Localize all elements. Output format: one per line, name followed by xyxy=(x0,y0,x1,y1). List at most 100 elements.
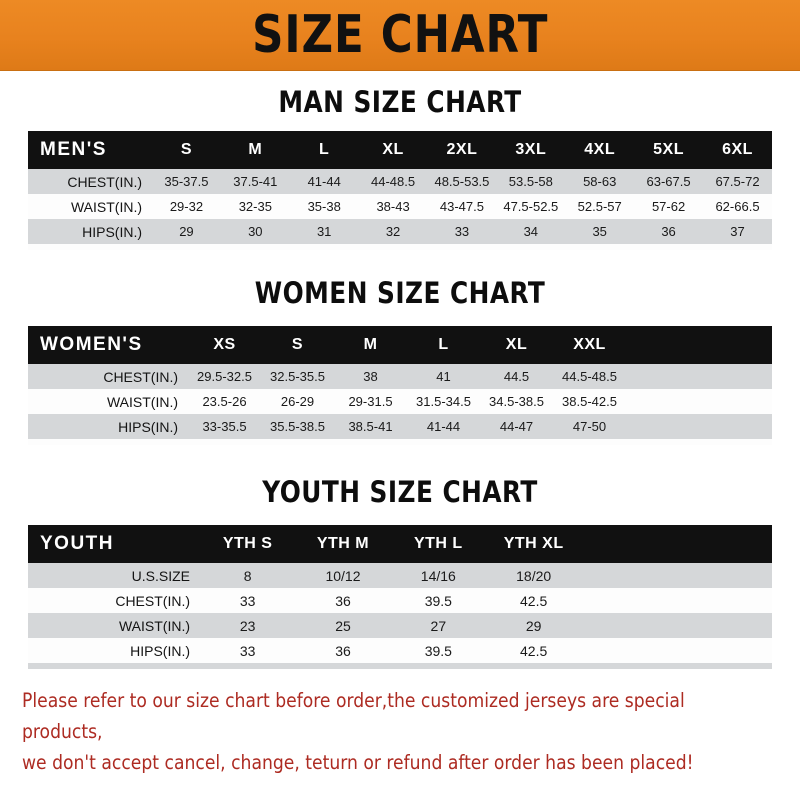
men-cell-0-8: 67.5-72 xyxy=(715,174,760,189)
youth-cell-2-0: 23 xyxy=(239,617,256,634)
table-row: CHEST(IN.) 35-37.5 37.5-41 41-44 44-48.5 48.5… xyxy=(28,169,772,194)
men-cell-1-8: 62-66.5 xyxy=(715,199,760,214)
women-cell-filler xyxy=(626,414,699,439)
youth-cell-2-1: 25 xyxy=(335,617,351,634)
youth-cell-1-3: 42.5 xyxy=(520,592,548,609)
women-header-filler xyxy=(699,326,772,364)
table-row: CHEST(IN.) 29.5-32.5 32.5-35.5 38 41 44.5 44.5… xyxy=(28,364,772,389)
men-cell-0-3: 44-48.5 xyxy=(371,174,416,189)
men-section-title: MAN SIZE CHART xyxy=(278,85,522,119)
men-size-header-7: 5XL xyxy=(653,141,684,158)
table-row: WAIST(IN.) 23 25 27 29 xyxy=(28,613,772,638)
youth-row-label-1: CHEST(IN.) xyxy=(115,592,190,609)
men-cell-0-1: 37.5-41 xyxy=(233,174,278,189)
women-cell-1-0: 23.5-26 xyxy=(202,394,247,409)
men-header-row: MEN'S S M L XL 2XL 3XL 4XL 5XL 6XL xyxy=(28,131,772,169)
women-cell-0-1: 32.5-35.5 xyxy=(270,369,325,384)
youth-cell-filler xyxy=(581,588,676,613)
women-size-table: WOMEN'S XS S M L XL XXL CHEST(IN.) 29.5-32.5 32.5… xyxy=(28,326,772,445)
youth-size-header-3: YTH XL xyxy=(503,535,564,552)
women-cell-1-5: 38.5-42.5 xyxy=(562,394,617,409)
women-cell-2-5: 47-50 xyxy=(572,419,607,434)
men-row-label-0: CHEST(IN.) xyxy=(67,173,142,190)
women-size-header-0: XS xyxy=(213,336,236,353)
men-cell-2-8: 37 xyxy=(730,224,745,239)
page-title: SIZE CHART xyxy=(251,5,549,65)
women-cell-filler xyxy=(699,414,772,439)
women-cell-2-2: 38.5-41 xyxy=(348,419,393,434)
youth-size-header-2: YTH L xyxy=(413,535,463,552)
men-table-bottom-strip xyxy=(28,244,772,250)
table-row: U.S.SIZE 8 10/12 14/16 18/20 xyxy=(28,563,772,588)
youth-cell-filler xyxy=(677,563,772,588)
women-cell-filler xyxy=(626,389,699,414)
men-row-label-header: MEN'S xyxy=(40,139,107,160)
men-cell-2-0: 29 xyxy=(179,224,194,239)
women-header-filler xyxy=(626,326,699,364)
men-cell-1-0: 29-32 xyxy=(169,199,204,214)
women-cell-0-4: 44.5 xyxy=(503,369,530,384)
women-cell-2-1: 35.5-38.5 xyxy=(270,419,325,434)
youth-row-label-2: WAIST(IN.) xyxy=(118,617,190,634)
youth-section-title: YOUTH SIZE CHART xyxy=(262,475,538,509)
men-cell-0-5: 53.5-58 xyxy=(508,174,553,189)
footer-line-2: we don't accept cancel, change, teturn o… xyxy=(22,751,694,775)
page-banner: SIZE CHART xyxy=(0,0,800,71)
men-cell-0-4: 48.5-53.5 xyxy=(434,174,490,189)
women-cell-0-0: 29.5-32.5 xyxy=(197,369,252,384)
youth-size-chart: YOUTH YTH S YTH M YTH L YTH XL U.S.SIZE 8 10/12… xyxy=(28,525,772,669)
men-size-header-0: S xyxy=(180,141,193,158)
women-cell-filler xyxy=(699,364,772,389)
women-section-title: WOMEN SIZE CHART xyxy=(254,276,546,310)
youth-table-body: YOUTH YTH S YTH M YTH L YTH XL U.S.SIZE 8 10/12… xyxy=(28,525,772,669)
table-row: HIPS(IN.) 33-35.5 35.5-38.5 38.5-41 41-44 44-… xyxy=(28,414,772,439)
men-row-label-1: WAIST(IN.) xyxy=(70,198,142,215)
youth-size-table: YOUTH YTH S YTH M YTH L YTH XL U.S.SIZE 8 10/12… xyxy=(28,525,772,669)
men-row-label-2: HIPS(IN.) xyxy=(82,223,142,240)
youth-header-filler xyxy=(581,525,676,563)
women-row-label-2: HIPS(IN.) xyxy=(118,418,178,435)
women-cell-2-0: 33-35.5 xyxy=(202,419,247,434)
footer-line-1: Please refer to our size chart before or… xyxy=(22,689,685,744)
men-cell-1-3: 38-43 xyxy=(376,199,410,214)
women-cell-2-3: 41-44 xyxy=(426,419,461,434)
women-cell-1-2: 29-31.5 xyxy=(348,394,393,409)
women-row-label-header: WOMEN'S xyxy=(40,334,143,355)
youth-cell-2-2: 27 xyxy=(430,617,447,634)
youth-table-bottom-strip xyxy=(28,663,772,669)
men-cell-1-4: 43-47.5 xyxy=(439,199,484,214)
women-size-chart: WOMEN'S XS S M L XL XXL CHEST(IN.) 29.5-32.5 32.5… xyxy=(28,326,772,445)
table-row: CHEST(IN.) 33 36 39.5 42.5 xyxy=(28,588,772,613)
youth-cell-1-1: 36 xyxy=(335,592,351,609)
men-cell-2-7: 36 xyxy=(661,224,676,239)
table-row: WAIST(IN.) 23.5-26 26-29 29-31.5 31.5-34.5 34… xyxy=(28,389,772,414)
women-size-header-3: L xyxy=(438,336,449,353)
youth-cell-0-0: 8 xyxy=(243,567,252,584)
women-cell-0-3: 41 xyxy=(436,369,451,384)
youth-cell-filler xyxy=(581,638,676,663)
women-cell-1-3: 31.5-34.5 xyxy=(416,394,471,409)
youth-row-label-3: HIPS(IN.) xyxy=(130,642,190,659)
women-size-header-2: M xyxy=(363,336,378,353)
men-size-chart: MEN'S S M L XL 2XL 3XL 4XL 5XL 6XL CHEST(IN.) 35-37… xyxy=(28,131,772,250)
youth-cell-filler xyxy=(677,638,772,663)
youth-cell-1-0: 33 xyxy=(239,592,256,609)
men-cell-0-7: 63-67.5 xyxy=(646,174,691,189)
women-size-header-4: XL xyxy=(505,336,528,353)
men-table-body: MEN'S S M L XL 2XL 3XL 4XL 5XL 6XL CHEST(IN.) 35-37… xyxy=(28,131,772,250)
youth-cell-0-1: 10/12 xyxy=(325,567,361,584)
men-cell-2-4: 33 xyxy=(454,224,470,239)
youth-cell-0-2: 14/16 xyxy=(420,567,456,584)
men-cell-1-5: 47.5-52.5 xyxy=(503,199,559,214)
men-size-header-1: M xyxy=(248,141,263,158)
table-row: HIPS(IN.) 33 36 39.5 42.5 xyxy=(28,638,772,663)
women-row-label-1: WAIST(IN.) xyxy=(106,393,178,410)
women-size-header-5: XXL xyxy=(573,336,606,353)
men-cell-1-1: 32-35 xyxy=(238,199,272,214)
men-cell-1-2: 35-38 xyxy=(307,199,341,214)
women-header-row: WOMEN'S XS S M L XL XXL xyxy=(28,326,772,364)
women-cell-1-1: 26-29 xyxy=(280,394,315,409)
youth-cell-1-2: 39.5 xyxy=(424,592,452,609)
men-size-header-6: 4XL xyxy=(584,141,616,158)
